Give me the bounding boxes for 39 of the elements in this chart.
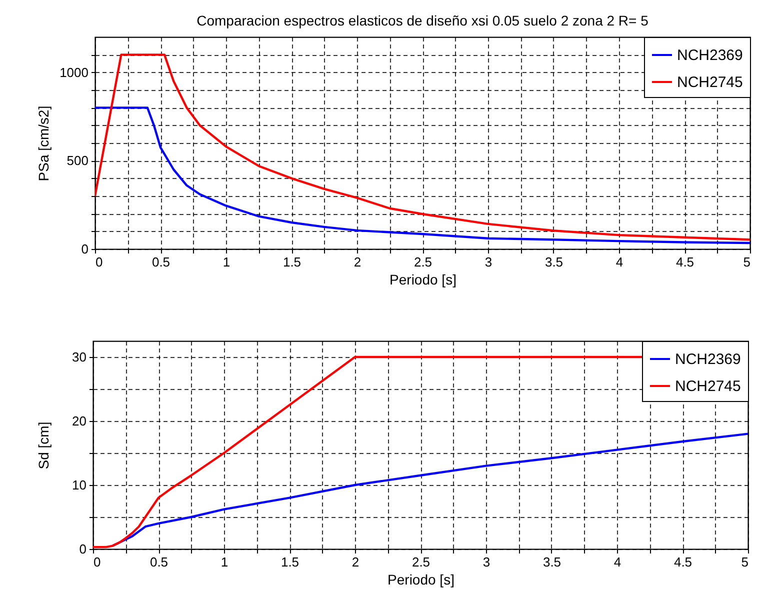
y-tick-label: 500 [66, 153, 88, 168]
x-tick-label: 3 [484, 254, 492, 270]
y-tick-label: 20 [72, 414, 86, 428]
y-axis-title: PSa [cm/s2] [36, 106, 52, 182]
x-tick-label: 0.5 [152, 254, 170, 270]
legend-label: NCH2369 [675, 351, 741, 368]
legend-label: NCH2369 [677, 47, 743, 64]
x-tick-label: 0 [94, 554, 101, 570]
x-tick-label: 3.5 [544, 254, 564, 270]
chart-title: Comparacion espectros elasticos de diseño xsi 0.05 suelo 2 zona 2 R= 5 [196, 12, 649, 28]
y-tick-label: 0 [81, 242, 88, 256]
x-tick-label: 2 [352, 554, 360, 570]
legend-label: NCH2745 [677, 74, 743, 91]
x-tick-label: 4.5 [676, 254, 694, 270]
y-tick-label: 30 [72, 350, 86, 364]
y-axis-title: Sd [cm] [36, 422, 52, 470]
x-tick-label: 2.5 [414, 254, 432, 270]
x-tick-label: 4 [616, 254, 624, 270]
x-tick-label: 3 [482, 554, 490, 570]
x-tick-label: 1 [220, 554, 228, 570]
legend-label: NCH2745 [675, 378, 741, 395]
x-tick-label: 1 [222, 254, 230, 270]
x-tick-label: 2 [354, 254, 362, 270]
y-tick-label: 10 [72, 478, 86, 492]
x-axis-title: Periodo [s] [388, 572, 454, 588]
line-series [95, 106, 750, 244]
y-tick-label: 1000 [60, 64, 88, 80]
x-tick-label: 5 [741, 554, 748, 570]
x-tick-label: 1.5 [280, 554, 300, 570]
x-tick-label: 5 [743, 254, 750, 270]
y-tick-label: 0 [79, 542, 86, 556]
x-axis-title: Periodo [s] [390, 272, 456, 288]
x-tick-label: 4.5 [674, 554, 692, 570]
x-tick-label: 3.5 [542, 554, 562, 570]
x-tick-label: 1.5 [282, 254, 302, 270]
x-tick-label: 0 [96, 254, 103, 270]
x-tick-label: 2.5 [412, 554, 430, 570]
x-tick-label: 4 [614, 554, 622, 570]
x-tick-label: 0.5 [150, 554, 168, 570]
